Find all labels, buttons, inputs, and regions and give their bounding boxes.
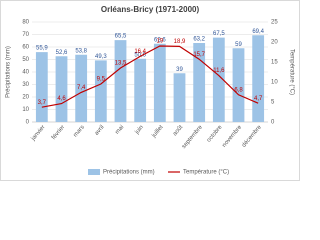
bar (75, 54, 88, 122)
bar (35, 52, 48, 122)
line-value-label: 15,7 (193, 52, 205, 58)
bar-value-label: 53,8 (75, 48, 87, 54)
bar-value-label: 63,2 (193, 37, 205, 43)
bar (232, 48, 245, 122)
bar (193, 43, 206, 122)
bar (55, 56, 68, 122)
line-value-label: 4,7 (254, 96, 263, 102)
chart: Orléans-Bricy (1971-2000) Précipitations… (0, 0, 300, 181)
bar-value-label: 59 (235, 42, 242, 48)
line (41, 45, 259, 108)
line-value-label: 9,5 (97, 77, 106, 83)
legend-swatch (88, 169, 100, 175)
bar-value-label: 55,9 (36, 46, 48, 52)
line-value-label: 16,4 (134, 49, 146, 55)
y2-tick-label: 25 (271, 20, 278, 26)
bar-value-label: 39 (176, 67, 183, 73)
legend-label: Température (°C) (183, 170, 229, 176)
line-value-label: 13,5 (115, 61, 127, 67)
y2-axis-title: Température (°C) (288, 49, 294, 95)
y-tick-label: 30 (22, 82, 29, 88)
line-value-label: 3,7 (38, 100, 47, 106)
chart-frame (0, 0, 300, 181)
bar (114, 40, 127, 122)
bar-value-label: 67,5 (213, 31, 225, 37)
bar-value-label: 50,6 (134, 52, 146, 58)
bar (94, 60, 107, 122)
x-tick-label: juin (134, 124, 145, 136)
bar (252, 35, 265, 122)
y2-tick-label: 5 (271, 100, 275, 106)
bar (134, 58, 147, 122)
bar (153, 43, 166, 122)
bar (212, 37, 225, 122)
y-tick-label: 0 (26, 120, 30, 126)
chart-title: Orléans-Bricy (1971-2000) (101, 5, 200, 14)
line-value-label: 7,4 (77, 85, 86, 91)
y2-tick-label: 0 (271, 120, 275, 126)
bar-value-label: 65,5 (115, 34, 127, 40)
y-tick-label: 50 (22, 57, 29, 63)
x-tick-label: mai (114, 124, 125, 135)
y-tick-label: 20 (22, 95, 29, 101)
y-axis-title: Précipitations (mm) (6, 46, 12, 98)
y-tick-label: 70 (22, 32, 29, 38)
x-tick-label: avril (94, 124, 106, 136)
bar-value-label: 52,6 (56, 50, 68, 56)
y2-tick-label: 20 (271, 40, 278, 46)
bar (173, 73, 186, 122)
bar-value-label: 62,6 (154, 37, 166, 43)
y2-tick-label: 10 (271, 80, 278, 86)
line-value-label: 6,8 (234, 87, 243, 93)
y-tick-label: 10 (22, 107, 29, 113)
y2-tick-label: 15 (271, 60, 278, 66)
line-value-label: 19 (156, 39, 163, 45)
y-tick-label: 40 (22, 70, 29, 76)
bar-value-label: 69,4 (252, 29, 264, 35)
y-tick-label: 80 (22, 20, 29, 26)
line-value-label: 4,6 (57, 96, 66, 102)
line-value-label: 18,9 (174, 39, 186, 45)
line-value-label: 11,6 (213, 68, 225, 74)
y-tick-label: 60 (22, 45, 29, 51)
bar-value-label: 49,3 (95, 54, 107, 60)
legend-label: Précipitations (mm) (103, 170, 155, 176)
